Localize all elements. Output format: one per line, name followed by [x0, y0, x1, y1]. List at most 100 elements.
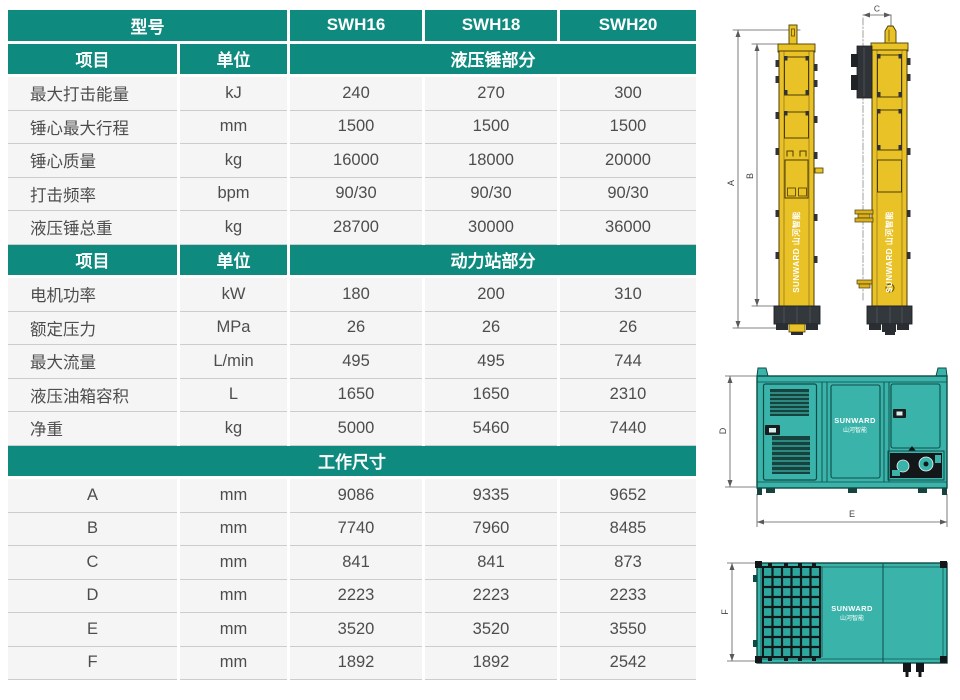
value-cell: 7740 — [290, 512, 422, 546]
unit-cell: L — [180, 378, 287, 412]
unit-cell: mm — [180, 646, 287, 680]
right-door — [890, 383, 941, 449]
value-cell: 300 — [560, 77, 696, 111]
hydraulic-components — [887, 446, 945, 481]
row-label: 锤心最大行程 — [8, 110, 177, 144]
dim-label-b: B — [745, 173, 755, 179]
value-cell: 180 — [290, 278, 422, 312]
value-cell: 9652 — [560, 479, 696, 513]
power-station-top-view: F — [720, 561, 948, 677]
value-cell: 1500 — [425, 110, 557, 144]
value-cell: 3520 — [290, 613, 422, 647]
value-cell: 1500 — [560, 110, 696, 144]
value-cell: 9335 — [425, 479, 557, 513]
value-cell: 240 — [290, 77, 422, 111]
value-cell: 8485 — [560, 512, 696, 546]
value-cell: 90/30 — [290, 177, 422, 211]
spec-table: 型号 SWH16 SWH18 SWH20 项目 单位 液压锤部分 最大打击能量 … — [8, 10, 696, 680]
value-cell: 26 — [560, 311, 696, 345]
mast-brand-vertical: SUNWARD 山河智能 — [791, 211, 801, 293]
louver-vent-lower — [772, 436, 810, 474]
power-station-brand: SUNWARD — [834, 416, 876, 425]
unit-cell: mm — [180, 546, 287, 580]
value-cell: 1892 — [290, 646, 422, 680]
power-station-brand-cn: 山河智能 — [843, 426, 867, 434]
unit-cell: bpm — [180, 177, 287, 211]
value-cell: 495 — [425, 345, 557, 379]
value-cell: 1892 — [425, 646, 557, 680]
value-cell: 495 — [290, 345, 422, 379]
louver-vent-upper — [770, 389, 809, 416]
value-cell: 26 — [425, 311, 557, 345]
section1-title: 液压锤部分 — [290, 43, 696, 77]
row-label: C — [8, 546, 177, 580]
value-cell: 873 — [560, 546, 696, 580]
model-name-swh16: SWH16 — [290, 10, 422, 44]
dimension-c — [862, 12, 892, 28]
value-cell: 18000 — [425, 144, 557, 178]
unit-cell: kg — [180, 412, 287, 446]
row-label: A — [8, 479, 177, 513]
cooling-grille — [762, 563, 821, 661]
value-cell: 1650 — [290, 378, 422, 412]
hammer-mast-side-view: SUNWARD 山河智能 — [851, 17, 913, 335]
unit-cell: kJ — [180, 77, 287, 111]
value-cell: 2542 — [560, 646, 696, 680]
value-cell: 16000 — [290, 144, 422, 178]
value-cell: 90/30 — [560, 177, 696, 211]
value-cell: 9086 — [290, 479, 422, 513]
hose-connectors — [903, 663, 924, 677]
dimension-b — [751, 43, 791, 307]
unit-cell: kg — [180, 144, 287, 178]
side-pipe — [814, 167, 824, 174]
value-cell: 1500 — [290, 110, 422, 144]
row-label: F — [8, 646, 177, 680]
row-label: 最大流量 — [8, 345, 177, 379]
value-cell: 7440 — [560, 412, 696, 446]
dim-label-e: E — [849, 509, 855, 519]
dimension-d — [725, 375, 756, 488]
top-view-brand-cn: 山河智能 — [840, 614, 864, 622]
dim-label-f: F — [720, 609, 730, 615]
value-cell: 2310 — [560, 378, 696, 412]
top-view-brand: SUNWARD — [831, 604, 873, 613]
power-station-side-view: D E — [718, 367, 948, 527]
unit-cell: mm — [180, 512, 287, 546]
unit-cell: kW — [180, 278, 287, 312]
row-label: 电机功率 — [8, 278, 177, 312]
value-cell: 1650 — [425, 378, 557, 412]
row-label: 打击频率 — [8, 177, 177, 211]
section3-title: 工作尺寸 — [8, 445, 696, 479]
row-label: 液压油箱容积 — [8, 378, 177, 412]
dim-label-a: A — [726, 180, 736, 186]
row-label: 额定压力 — [8, 311, 177, 345]
hammer-mast-front-view: SUNWARD 山河智能 — [773, 24, 824, 335]
dim-label-c: C — [874, 4, 880, 14]
model-name-swh18: SWH18 — [425, 10, 557, 44]
section1-item-label: 项目 — [8, 43, 177, 77]
row-label: 净重 — [8, 412, 177, 446]
unit-cell: mm — [180, 479, 287, 513]
value-cell: 30000 — [425, 211, 557, 245]
section2-title: 动力站部分 — [290, 244, 696, 278]
left-door — [762, 383, 818, 481]
value-cell: 200 — [425, 278, 557, 312]
dimension-e — [756, 494, 948, 527]
value-cell: 744 — [560, 345, 696, 379]
value-cell: 3550 — [560, 613, 696, 647]
mast-brand-vertical: SUNWARD 山河智能 — [884, 211, 894, 293]
hammer-masts-drawing: A B — [726, 4, 913, 335]
row-label: B — [8, 512, 177, 546]
value-cell: 5460 — [425, 412, 557, 446]
unit-cell: L/min — [180, 345, 287, 379]
value-cell: 2223 — [425, 579, 557, 613]
dim-label-d: D — [718, 427, 728, 434]
value-cell: 7960 — [425, 512, 557, 546]
value-cell: 20000 — [560, 144, 696, 178]
unit-cell: MPa — [180, 311, 287, 345]
value-cell: 90/30 — [425, 177, 557, 211]
unit-cell: mm — [180, 613, 287, 647]
value-cell: 28700 — [290, 211, 422, 245]
unit-cell: kg — [180, 211, 287, 245]
value-cell: 5000 — [290, 412, 422, 446]
